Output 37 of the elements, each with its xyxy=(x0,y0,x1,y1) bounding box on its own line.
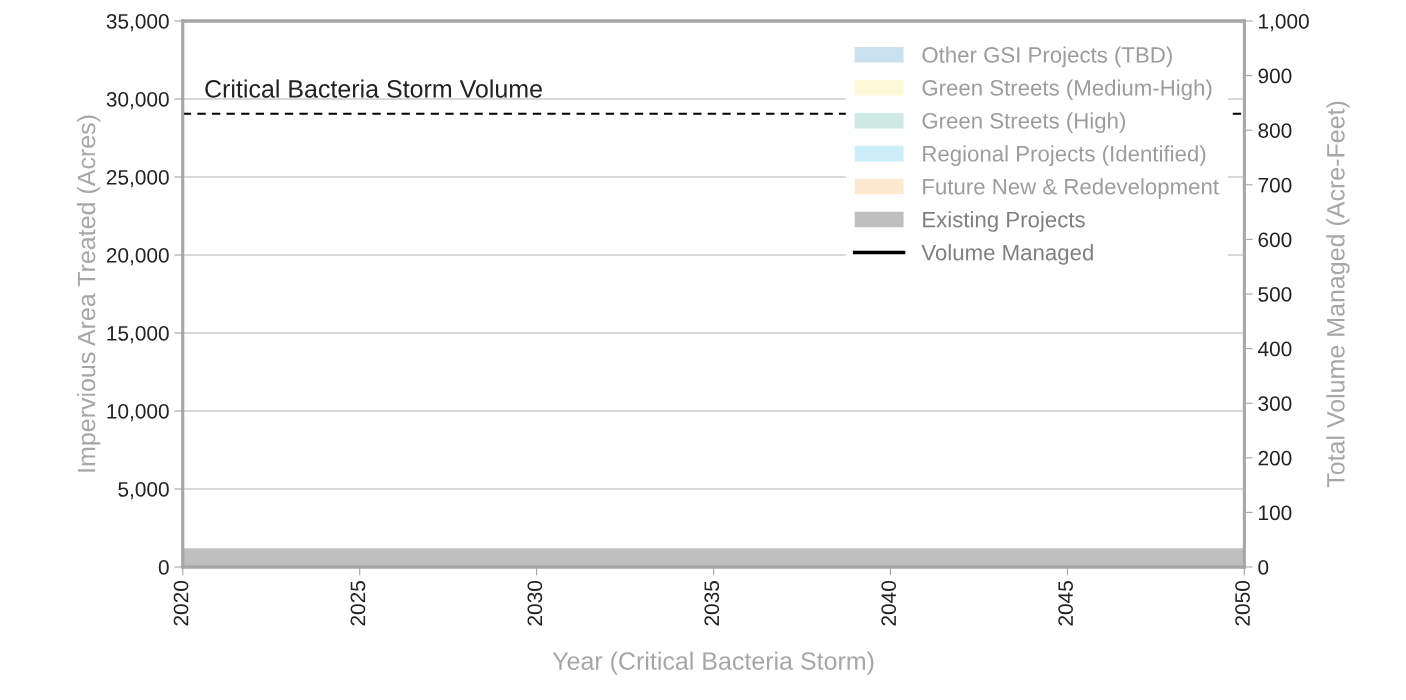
y-tick-label: 0 xyxy=(158,560,169,575)
x-tick-label: 2045 xyxy=(1058,581,1073,626)
y-tick-label: 30,000 xyxy=(106,92,169,110)
x-tick-label: 2025 xyxy=(350,581,366,626)
y-tick-label: 15,000 xyxy=(107,326,169,344)
y2-tick-label: 400 xyxy=(1257,341,1292,357)
legend-label: Green Streets (High) xyxy=(922,112,1125,134)
x-axis-title: Year (Critical Bacteria Storm) xyxy=(552,651,874,675)
y-tick-label: 5,000 xyxy=(118,482,169,500)
x-tick-label: 2050 xyxy=(1235,581,1250,626)
y-tick-label: 20,000 xyxy=(106,248,169,266)
y-axis-title: Impervious Area Treated (Acres) xyxy=(77,115,101,472)
ref-line-label: Critical Bacteria Storm Volume xyxy=(205,79,542,98)
y2-axis-title: Total Volume Managed (Acre-Feet) xyxy=(1326,101,1350,488)
y2-tick-label: 900 xyxy=(1258,68,1292,84)
legend-label: Regional Projects (Identified) xyxy=(923,145,1206,166)
y-tick-label: 35,000 xyxy=(106,14,169,32)
y2-tick-label: 300 xyxy=(1258,396,1292,411)
y-tick-label: 10,000 xyxy=(107,404,169,422)
y2-tick-label: 0 xyxy=(1258,560,1269,575)
y2-tick-label: 200 xyxy=(1258,450,1292,466)
y2-tick-label: 100 xyxy=(1259,505,1292,521)
y2-tick-label: 1,000 xyxy=(1259,14,1309,32)
y2-tick-label: 700 xyxy=(1258,177,1292,193)
legend-label: Green Streets (Medium-High) xyxy=(922,79,1212,101)
legend-label: Other GSI Projects (TBD) xyxy=(922,46,1172,68)
y2-tick-label: 800 xyxy=(1258,123,1292,138)
legend-label: Future New & Redevelopment xyxy=(923,178,1219,199)
legend-label: Volume Managed xyxy=(921,244,1093,265)
x-tick-label: 2020 xyxy=(173,581,189,626)
x-tick-label: 2035 xyxy=(704,581,720,626)
y2-tick-label: 600 xyxy=(1258,232,1292,248)
x-tick-label: 2030 xyxy=(527,581,543,626)
legend-label: Existing Projects xyxy=(923,211,1085,232)
x-tick-label: 2040 xyxy=(881,581,897,626)
y-tick-label: 25,000 xyxy=(106,170,169,188)
y2-tick-label: 500 xyxy=(1258,287,1292,302)
